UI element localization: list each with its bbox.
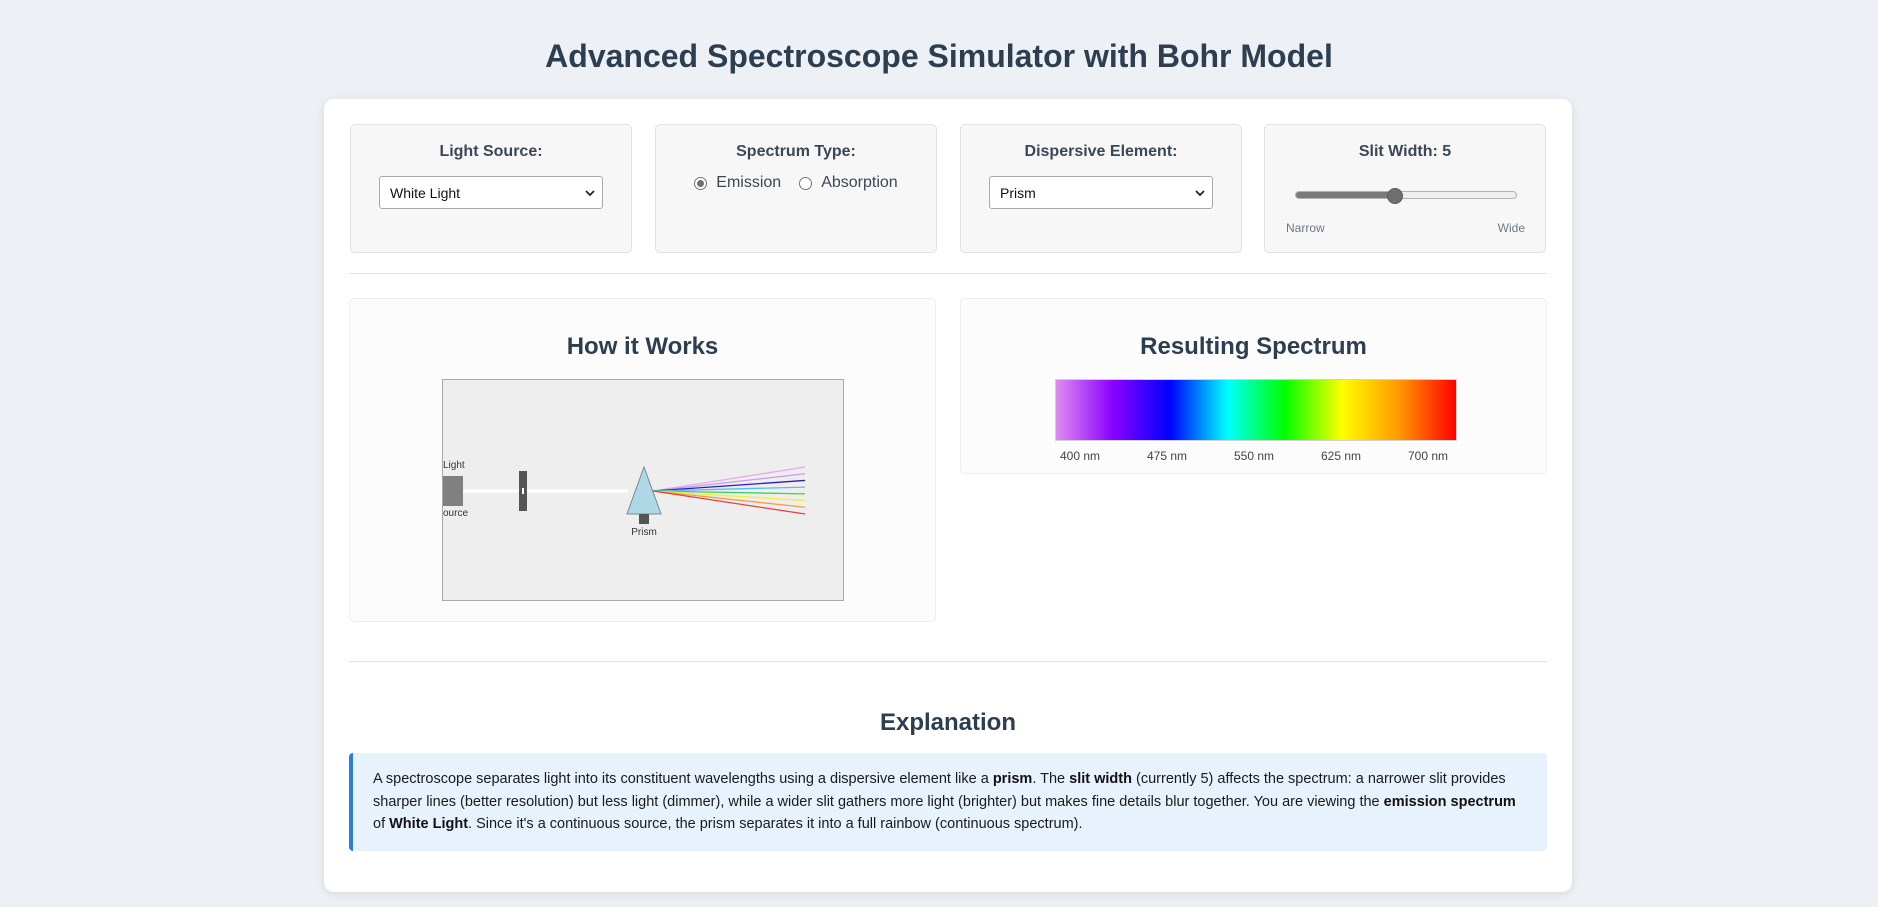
dispersed-ray (652, 473, 806, 492)
dispersive-element-label: Dispersive Element: (1024, 143, 1178, 160)
explanation-title: Explanation (879, 709, 1017, 736)
dispersed-ray (652, 490, 806, 508)
explanation-box: A spectroscope separates light into its … (349, 753, 1547, 851)
slit-width-slider-fill (1296, 192, 1396, 198)
spectrum-bar (1055, 379, 1457, 441)
light-source-box (443, 476, 463, 506)
prism-label: Prism (631, 527, 657, 538)
spectrum-tick-label: 625 nm (1321, 449, 1362, 463)
dispersed-ray (652, 490, 806, 515)
divider (349, 273, 1547, 274)
dispersed-ray (652, 490, 806, 502)
spectrum-type-control: Spectrum Type: Emission Absorption (655, 124, 937, 253)
dispersive-element-value: Prism (1000, 185, 1036, 201)
light-source-value: White Light (390, 185, 461, 201)
dispersed-ray (652, 479, 806, 492)
absorption-radio-option[interactable]: Absorption (799, 174, 898, 192)
spectrum-tick-label: 700 nm (1408, 449, 1449, 463)
slit-opening (522, 488, 524, 494)
page-title: Advanced Spectroscope Simulator with Boh… (545, 38, 1333, 74)
dispersed-rays (652, 466, 806, 515)
light-source-select[interactable]: White Light (379, 176, 603, 209)
spectroscope-diagram: Light ource Prism (442, 379, 844, 601)
chevron-down-icon (1194, 183, 1206, 206)
simulator-card: Light Source: White Light Spectrum Type:… (324, 99, 1572, 892)
how-it-works-panel: How it Works Light ource Prism (349, 298, 936, 622)
slit-width-control: Slit Width: 5 Narrow Wide (1264, 124, 1546, 253)
absorption-radio-label[interactable]: Absorption (821, 174, 898, 191)
explanation-text: of (373, 816, 390, 832)
absorption-radio[interactable] (799, 176, 813, 190)
spectroscope-diagram-svg: Light ource Prism (443, 460, 806, 538)
explanation-text: (currently 5) affects the spectrum: a na… (373, 771, 1506, 810)
resulting-spectrum-panel: Resulting Spectrum 400 nm 475 nm 550 nm … (960, 298, 1547, 474)
emission-radio-label[interactable]: Emission (716, 174, 782, 191)
dispersive-element-select[interactable]: Prism (989, 176, 1213, 209)
emission-radio-option[interactable]: Emission (694, 174, 781, 192)
dispersive-element-control: Dispersive Element: Prism (960, 124, 1242, 253)
slider-max-label: Wide (1497, 221, 1525, 235)
dispersed-ray (652, 490, 806, 495)
explanation-text: . Since it's a continuous source, the pr… (468, 816, 1083, 832)
dispersed-ray (652, 466, 806, 492)
explanation-bold-prism: prism (992, 771, 1033, 787)
divider (349, 661, 1547, 662)
spectrum-tick-label: 550 nm (1234, 449, 1275, 463)
prism-stand (639, 514, 649, 524)
slit-width-slider-thumb[interactable] (1386, 188, 1403, 204)
explanation-bold-white-light: White Light (389, 816, 469, 832)
light-source-control: Light Source: White Light (350, 124, 632, 253)
slit-width-label: Slit Width: 5 (1358, 143, 1452, 160)
dispersed-ray (652, 486, 806, 492)
light-source-text: Light (443, 460, 465, 471)
slit-width-slider[interactable] (1295, 191, 1517, 199)
spectrum-tick-label: 400 nm (1060, 449, 1101, 463)
explanation-text: A spectroscope separates light into its … (373, 771, 993, 787)
emission-radio[interactable] (694, 176, 708, 190)
explanation-bold-slit-width: slit width (1069, 771, 1132, 787)
chevron-down-icon (584, 183, 596, 206)
spectrum-axis: 400 nm 475 nm 550 nm 625 nm 700 nm (1055, 449, 1457, 465)
slider-min-label: Narrow (1286, 221, 1325, 235)
light-source-label: Light Source: (439, 143, 543, 160)
spectrum-type-radio-group: Emission Absorption (656, 174, 936, 192)
resulting-spectrum-title: Resulting Spectrum (1140, 333, 1367, 360)
light-source-text-2: ource (443, 508, 468, 519)
how-it-works-title: How it Works (566, 333, 719, 360)
spectrum-tick-label: 475 nm (1147, 449, 1188, 463)
spectrum-type-label: Spectrum Type: (736, 143, 856, 160)
explanation-text: . The (1032, 771, 1070, 787)
explanation-bold-emission-spectrum: emission spectrum (1383, 793, 1516, 810)
